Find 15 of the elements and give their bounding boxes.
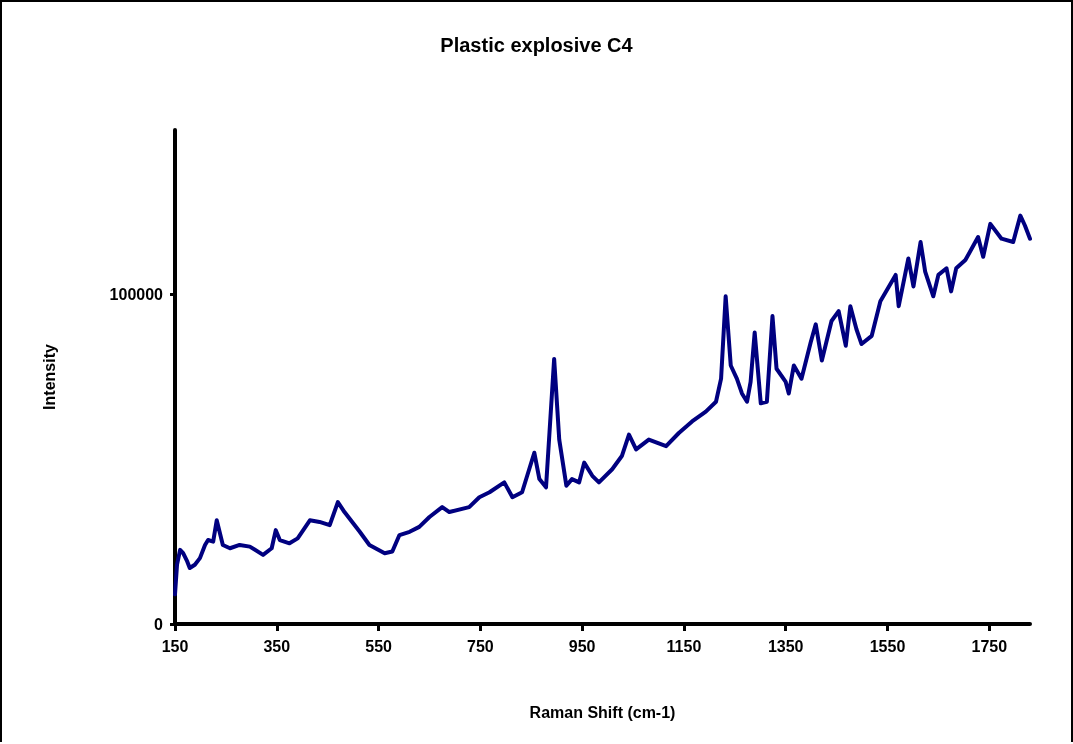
x-tick-label: 750 (467, 637, 494, 655)
y-tick-label: 0 (154, 615, 164, 633)
x-tick-label: 1750 (971, 637, 1008, 655)
y-axis-title: Intensity (40, 344, 58, 410)
x-tick-label: 1550 (869, 637, 906, 655)
x-tick-label: 550 (365, 637, 393, 655)
x-tick-label: 150 (161, 637, 189, 655)
x-tick-label: 1350 (767, 637, 804, 655)
chart-title: Plastic explosive C4 (440, 34, 634, 56)
x-tick-label: 1150 (666, 637, 702, 655)
x-tick-label: 950 (568, 637, 596, 655)
y-tick-label: 100000 (109, 286, 164, 304)
x-tick-label: 350 (263, 637, 291, 655)
x-axis-title: Raman Shift (cm-1) (529, 703, 676, 721)
line-series (173, 213, 1032, 597)
